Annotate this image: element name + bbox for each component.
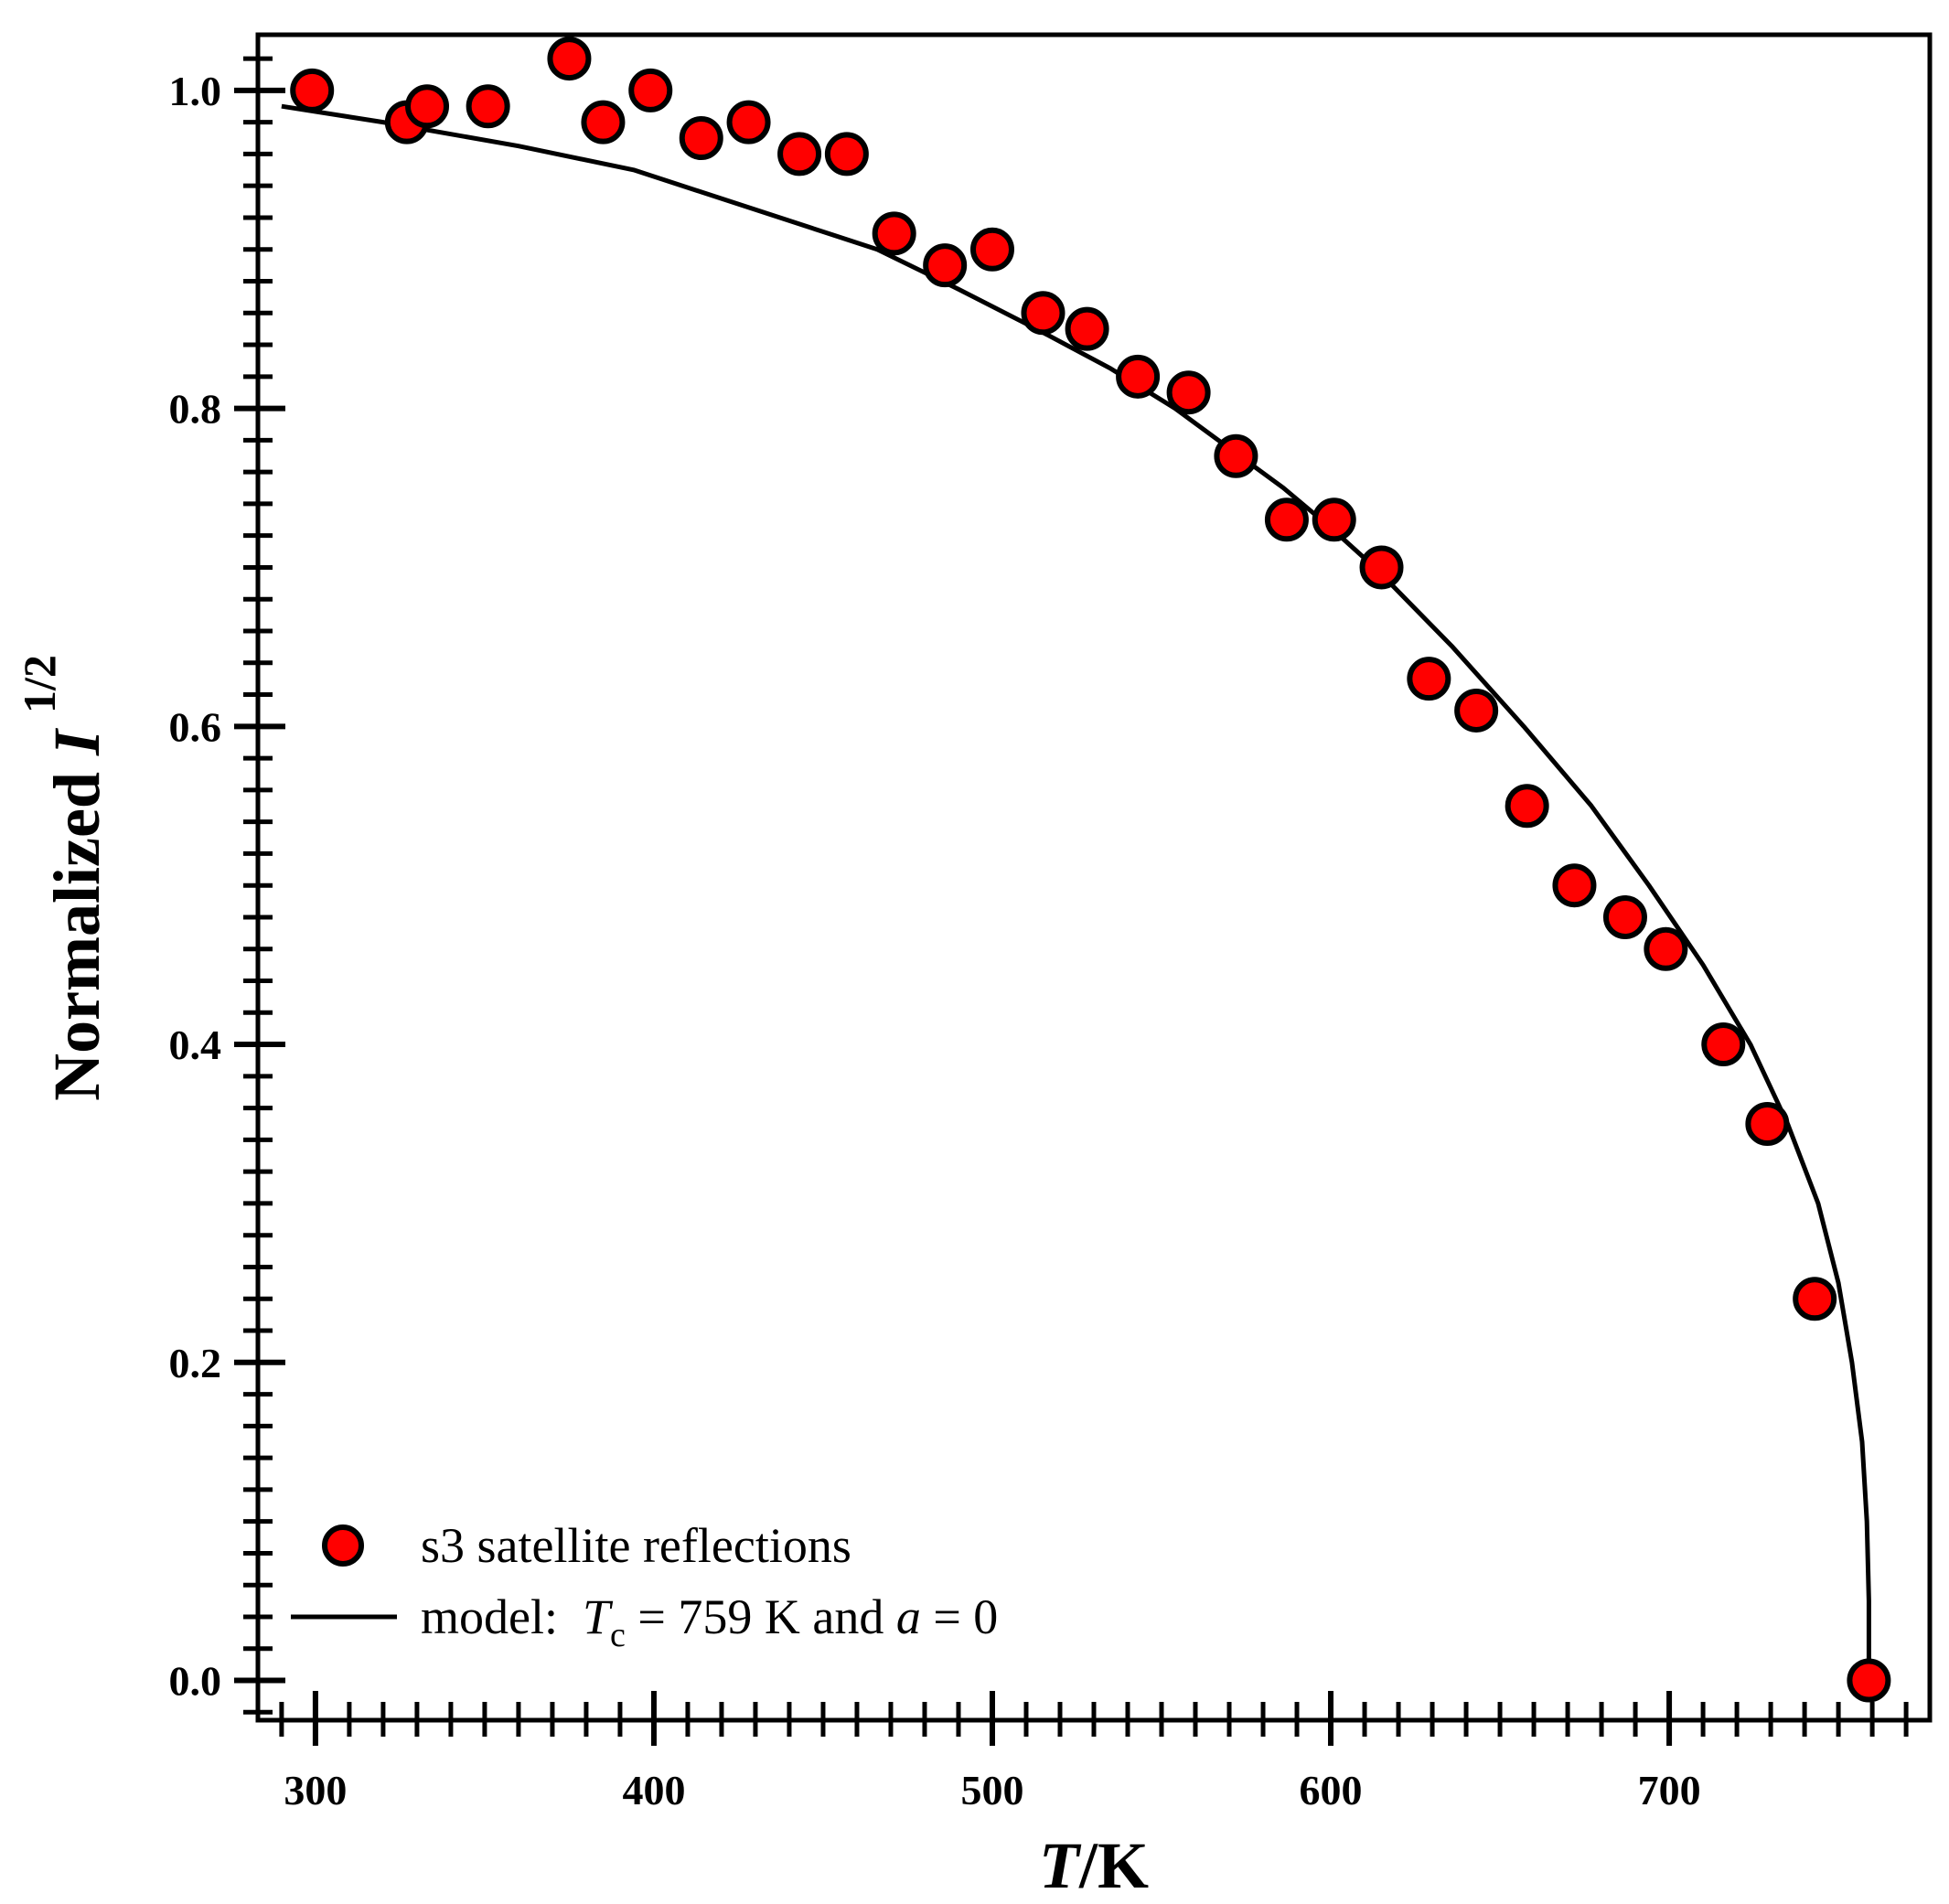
data-point: [547, 37, 592, 81]
legend: s3 satellite reflections model: Tc = 759…: [291, 1518, 998, 1654]
data-point: [1065, 306, 1109, 351]
data-point: [872, 211, 916, 256]
y-tick-label: 0.8: [169, 386, 222, 433]
data-point: [1359, 545, 1404, 590]
data-point: [969, 227, 1014, 272]
data-point: [1602, 894, 1647, 939]
data-point: [1021, 291, 1066, 336]
y-tick-label: 0.2: [169, 1340, 222, 1386]
y-tick-labels: 0.0 0.2 0.4 0.6 0.8 1.0: [169, 68, 222, 1705]
data-point: [824, 132, 869, 176]
data-point: [1745, 1101, 1790, 1146]
data-point: [1701, 1022, 1746, 1067]
data-point: [1166, 370, 1211, 415]
data-point: [1505, 784, 1549, 829]
data-point: [1847, 1658, 1891, 1703]
legend-a-text: = 0: [921, 1589, 998, 1644]
y-axis-title-symbol: I: [40, 727, 113, 756]
model-line: [281, 103, 1871, 1681]
x-tick-labels: 300 400 500 600 700: [284, 1767, 1700, 1813]
x-axis-title-unit: /K: [1078, 1829, 1149, 1902]
plot-frame: [255, 32, 1933, 1723]
data-point: [1116, 354, 1161, 399]
data-point: [628, 68, 673, 112]
y-axis-title: Normalized I 1/2: [14, 655, 113, 1101]
data-point: [1454, 688, 1499, 733]
data-point: [777, 132, 822, 176]
x-tick-label: 500: [960, 1767, 1023, 1813]
svg-text:Normalized I1/2: Normalized I 1/2: [14, 655, 113, 1101]
data-point: [405, 84, 450, 129]
data-point: [726, 100, 771, 144]
y-tick-label: 0.0: [169, 1658, 222, 1705]
y-tick-label: 0.6: [169, 703, 222, 750]
data-point: [1644, 926, 1688, 971]
data-points: [290, 37, 1891, 1703]
x-tick-label: 300: [284, 1767, 347, 1813]
data-point: [466, 84, 510, 129]
x-tick-label: 700: [1638, 1767, 1701, 1813]
x-axis-title-symbol: T: [1039, 1829, 1082, 1902]
legend-label-model: model: Tc = 759 K and a = 0: [421, 1589, 998, 1654]
legend-tc-subscript: c: [610, 1616, 626, 1654]
y-tick-label: 1.0: [169, 68, 222, 114]
y-tick-label: 0.4: [169, 1022, 222, 1068]
data-point: [1312, 497, 1356, 542]
x-tick-label: 600: [1300, 1767, 1363, 1813]
legend-model-prefix: model:: [421, 1589, 583, 1644]
data-point: [679, 116, 723, 161]
data-point: [1552, 863, 1597, 908]
legend-label-scatter: s3 satellite reflections: [421, 1518, 851, 1573]
x-tick-label: 400: [622, 1767, 685, 1813]
data-point: [1264, 497, 1309, 542]
legend-tc-symbol: T: [583, 1589, 614, 1644]
legend-a-symbol: a: [896, 1589, 921, 1644]
data-point: [581, 100, 626, 144]
legend-tc-text: = 759 K and: [626, 1589, 896, 1644]
data-point: [1407, 657, 1451, 701]
data-point: [1793, 1277, 1837, 1321]
model-line-layer: [281, 103, 1871, 1681]
x-axis-title: T/K: [1039, 1829, 1149, 1902]
legend-marker-scatter: [322, 1524, 364, 1567]
data-point: [1214, 433, 1258, 478]
data-point: [923, 243, 968, 288]
y-axis-title-text: Normalized: [40, 755, 113, 1101]
data-point: [290, 68, 335, 112]
y-axis-title-superscript: 1/2: [14, 655, 65, 713]
